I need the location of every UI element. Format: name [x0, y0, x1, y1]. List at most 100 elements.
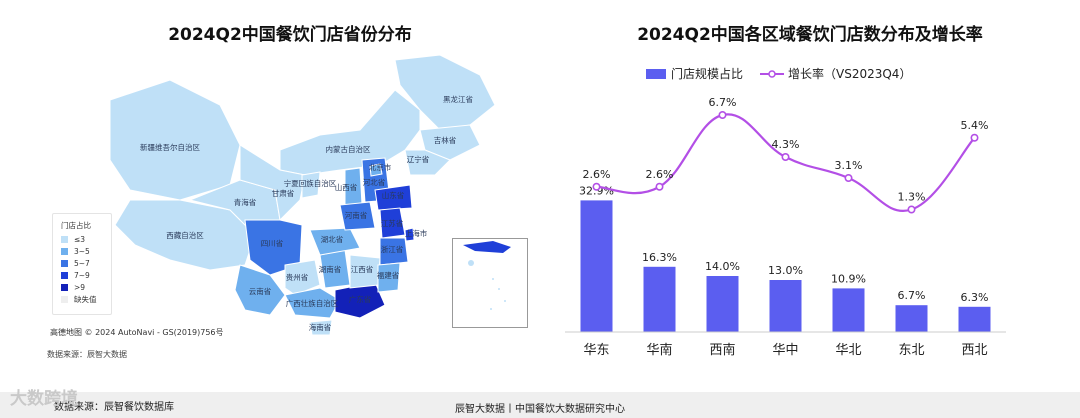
- bar: [958, 306, 991, 332]
- province-label: 宁夏回族自治区: [284, 178, 337, 188]
- province-shanghai: [404, 227, 415, 242]
- legend-item: ≤3: [61, 235, 111, 244]
- legend-line-label: 增长率（VS2023Q4）: [788, 66, 911, 81]
- legend-label: 7~9: [74, 271, 90, 280]
- growth-point: [655, 182, 664, 191]
- growth-value-label: 5.4%: [961, 119, 989, 132]
- bar-value-label: 16.3%: [642, 251, 677, 264]
- province-label: 云南省: [249, 286, 272, 296]
- growth-value-label: 4.3%: [772, 138, 800, 151]
- growth-point: [970, 133, 979, 142]
- province-jilin: [419, 124, 481, 161]
- footer-source: 数据来源：辰智餐饮数据库: [54, 402, 174, 413]
- province-ningxia: [301, 171, 321, 199]
- province-yunnan: [234, 264, 286, 316]
- growth-point: [844, 174, 853, 183]
- bar-value-label: 10.9%: [831, 272, 866, 285]
- bar: [895, 305, 928, 332]
- legend-swatch: [61, 284, 68, 291]
- bar: [832, 288, 865, 332]
- bar: [643, 266, 676, 332]
- province-label: 江西省: [351, 264, 374, 274]
- legend-swatch: [61, 236, 68, 243]
- legend-label: 缺失值: [74, 295, 97, 304]
- province-label: 江苏省: [381, 218, 404, 228]
- growth-point: [718, 110, 727, 119]
- bar: [580, 200, 613, 332]
- province-label: 北京市: [369, 162, 392, 172]
- province-liaoning: [404, 149, 451, 176]
- province-henan: [339, 201, 376, 231]
- province-label: 山西省: [335, 182, 358, 192]
- legend-bar-swatch: [646, 69, 666, 79]
- province-label: 上海市: [405, 228, 428, 238]
- province-neimenggu: [279, 89, 421, 176]
- category-label: 华北: [835, 343, 861, 358]
- legend-label: >9: [74, 283, 86, 292]
- province-hainan: [309, 319, 333, 336]
- bar-value-label: 6.7%: [898, 289, 926, 302]
- legend-title: 门店占比: [61, 221, 91, 230]
- growth-value-label: 2.6%: [646, 168, 674, 181]
- province-label: 福建省: [377, 270, 400, 280]
- bar-value-label: 14.0%: [705, 260, 740, 273]
- province-xizang: [114, 199, 256, 271]
- region-chart: 门店规模占比 增长率（VS2023Q4）32.9%华东16.3%华南14.0%西南…: [565, 66, 1006, 358]
- legend-label: 5~7: [74, 259, 90, 268]
- province-shandong: [374, 184, 413, 211]
- growth-value-label: 2.6%: [583, 168, 611, 181]
- province-label: 四川省: [261, 238, 284, 248]
- province-label: 河北省: [363, 177, 386, 187]
- province-label: 辽宁省: [407, 154, 430, 164]
- growth-point: [781, 153, 790, 162]
- category-label: 西南: [709, 342, 735, 358]
- legend-label: 3~5: [74, 247, 90, 256]
- footer: 数据来源：辰智餐饮数据库 辰智大数据丨中国餐饮大数据研究中心: [0, 392, 1080, 418]
- category-label: 华东: [583, 343, 609, 358]
- bar: [706, 276, 739, 332]
- growth-point: [592, 182, 601, 191]
- province-label: 海南省: [309, 322, 332, 332]
- province-label: 湖北省: [321, 234, 344, 244]
- legend-label: ≤3: [74, 235, 86, 244]
- legend-bar-label: 门店规模占比: [671, 66, 743, 81]
- province-label: 青海省: [234, 197, 257, 207]
- province-label: 吉林省: [434, 135, 457, 145]
- map-title: 2024Q2中国餐饮门店省份分布: [168, 25, 412, 45]
- province-label: 黑龙江省: [443, 94, 473, 104]
- footer-brand: 辰智大数据丨中国餐饮大数据研究中心: [455, 404, 625, 415]
- province-hubei: [309, 227, 361, 256]
- province-label: 湖南省: [319, 264, 342, 274]
- province-fujian: [377, 262, 401, 293]
- legend-item: 3~5: [61, 247, 111, 256]
- province-label: 西藏自治区: [166, 230, 204, 240]
- category-label: 东北: [898, 343, 924, 358]
- province-label: 贵州省: [286, 272, 309, 282]
- bar: [769, 280, 802, 332]
- province-label: 山东省: [382, 190, 405, 200]
- map-source: 数据来源：辰智大数据: [47, 350, 127, 359]
- province-label: 甘肃省: [272, 188, 295, 198]
- south-china-sea-inset: [452, 238, 528, 328]
- category-label: 华南: [646, 342, 672, 358]
- legend-line-marker: [768, 70, 776, 78]
- bar-value-label: 6.3%: [961, 291, 989, 304]
- province-label: 新疆维吾尔自治区: [140, 142, 200, 152]
- watermark: 大数跨境: [10, 389, 78, 409]
- legend-swatch: [61, 296, 68, 303]
- chart-title: 2024Q2中国各区域餐饮门店数分布及增长率: [637, 25, 983, 45]
- growth-point: [907, 205, 916, 214]
- legend-item: 缺失值: [61, 295, 111, 304]
- province-label: 广东省: [349, 294, 372, 304]
- legend-item: 5~7: [61, 259, 111, 268]
- legend-swatch: [61, 260, 68, 267]
- legend-item: >9: [61, 283, 111, 292]
- province-label: 浙江省: [381, 244, 404, 254]
- province-zhejiang: [379, 237, 409, 266]
- map-attribution: 高德地图 © 2024 AutoNavi - GS(2019)756号: [50, 328, 224, 337]
- map-legend: 门店占比 ≤3 3~5 5~7 7~9 >9 缺失值: [52, 213, 112, 315]
- growth-value-label: 3.1%: [835, 159, 863, 172]
- category-label: 华中: [772, 343, 798, 358]
- bar-value-label: 13.0%: [768, 264, 803, 277]
- growth-value-label: 6.7%: [709, 96, 737, 109]
